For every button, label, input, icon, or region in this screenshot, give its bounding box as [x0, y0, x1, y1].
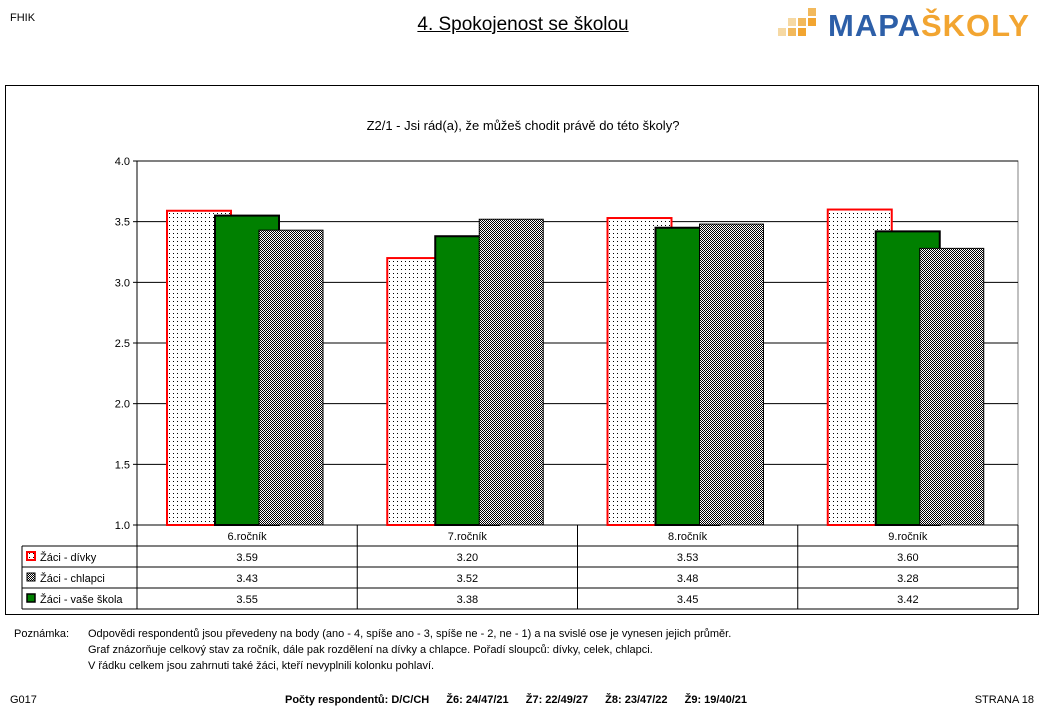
- respondents-count: Ž8: 23/47/22: [605, 694, 668, 706]
- logo-square: [788, 18, 796, 26]
- y-tick-label: 1.5: [115, 459, 130, 471]
- logo-square: [808, 18, 816, 26]
- bars: [166, 208, 985, 527]
- chart-panel: [5, 85, 1039, 615]
- logo-text-part2: ŠKOLY: [920, 8, 1030, 43]
- data-label: 3.59: [236, 552, 257, 564]
- page-title: 4. Spokojenost se školou: [0, 14, 1046, 36]
- y-tick-label: 2.0: [115, 399, 130, 411]
- footer-respondents: Počty respondentů: D/C/CH Ž6: 24/47/21 Ž…: [285, 694, 747, 706]
- logo: MAPAŠKOLY: [778, 8, 1033, 44]
- logo-square: [808, 8, 816, 16]
- x-tick-label: 7.ročník: [448, 531, 488, 543]
- data-label: 3.43: [236, 573, 257, 585]
- x-tick-label: 6.ročník: [228, 531, 268, 543]
- data-label: 3.60: [897, 552, 918, 564]
- y-tick-label: 4.0: [115, 156, 130, 168]
- respondents-count: Ž9: 19/40/21: [684, 694, 747, 706]
- respondents-label: Počty respondentů: D/C/CH: [285, 694, 430, 706]
- logo-text-part1: MAPA: [828, 8, 921, 43]
- bar-boys: [699, 223, 764, 526]
- data-label: 3.28: [897, 573, 918, 585]
- bar-boys: [258, 229, 324, 526]
- data-label: 3.45: [677, 594, 698, 606]
- respondents-count: Ž7: 22/49/27: [525, 694, 589, 706]
- y-tick-label: 1.0: [115, 520, 130, 532]
- x-tick-label: 8.ročník: [668, 531, 708, 543]
- data-label: 3.38: [457, 594, 478, 606]
- logo-square: [798, 28, 806, 36]
- bar-boys: [478, 218, 544, 526]
- bar-boys: [919, 247, 985, 526]
- data-label: 3.53: [677, 552, 698, 564]
- y-tick-label: 3.0: [115, 277, 130, 289]
- legend-swatch: [26, 551, 36, 561]
- y-tick-label: 3.5: [115, 217, 130, 229]
- legend-label: Žáci - vaše škola: [40, 593, 123, 606]
- logo-square: [778, 28, 786, 36]
- footer-code: G017: [10, 694, 37, 706]
- y-tick-label: 2.5: [115, 338, 130, 350]
- page-title-text: 4. Spokojenost se školou: [417, 14, 629, 35]
- logo-square: [788, 28, 796, 36]
- logo-text: MAPAŠKOLY: [828, 8, 1030, 44]
- x-tick-label: 9.ročník: [888, 531, 928, 543]
- page-number: STRANA 18: [974, 694, 1034, 706]
- data-label: 3.42: [897, 594, 918, 606]
- legend-swatch: [26, 572, 36, 582]
- note-line: Graf znázorňuje celkový stav za ročník, …: [88, 644, 653, 656]
- logo-square: [798, 18, 806, 26]
- data-label: 3.55: [236, 594, 257, 606]
- chart-title: Z2/1 - Jsi rád(a), že můžeš chodit právě…: [366, 118, 680, 133]
- legend-swatch: [26, 593, 36, 603]
- note-label: Poznámka:: [14, 628, 70, 640]
- data-label: 3.20: [457, 552, 478, 564]
- organization-code: FHIK: [10, 12, 36, 24]
- respondents-count: Ž6: 24/47/21: [446, 694, 509, 706]
- note-line: V řádku celkem jsou zahrnuti také žáci, …: [88, 660, 435, 672]
- axes: 1.0 1.5 2.0 2.5 3.0 3.5 4.0: [115, 156, 138, 532]
- legend-label: Žáci - dívky: [40, 551, 97, 564]
- note-line: Odpovědi respondentů jsou převedeny na b…: [88, 628, 732, 640]
- legend-label: Žáci - chlapci: [40, 572, 105, 585]
- data-label: 3.48: [677, 573, 698, 585]
- data-label: 3.52: [457, 573, 478, 585]
- data-table: 6.ročník 7.ročník 8.ročník 9.ročník Žáci - d…: [21, 525, 1019, 610]
